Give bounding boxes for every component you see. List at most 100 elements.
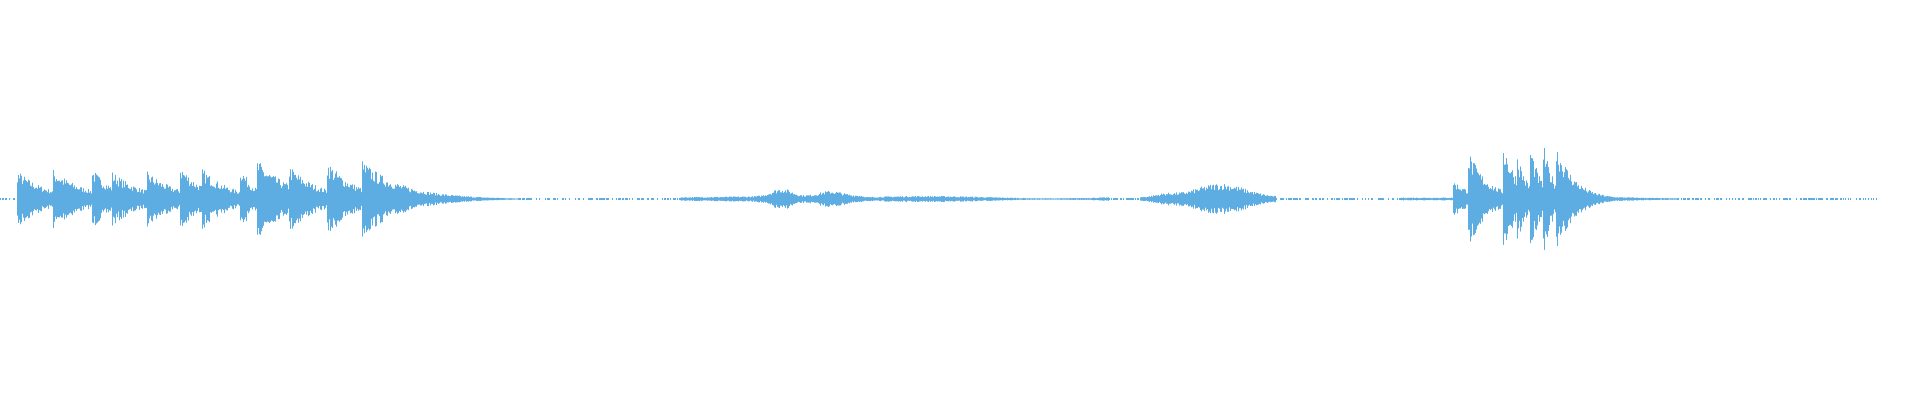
waveform-bar <box>1045 198 1046 200</box>
waveform-bar <box>679 198 680 200</box>
waveform-bar <box>667 198 668 200</box>
waveform-bar <box>135 187 136 211</box>
waveform-bar <box>187 180 188 218</box>
waveform-bar <box>26 181 27 218</box>
waveform-bar <box>252 188 253 210</box>
waveform-bar <box>94 181 95 217</box>
waveform-bar <box>622 198 623 200</box>
waveform-bar <box>1521 171 1522 227</box>
waveform-bar <box>668 198 669 200</box>
waveform-bar <box>304 184 305 214</box>
waveform-bar <box>473 197 474 201</box>
waveform-bar <box>323 191 324 206</box>
waveform-bar <box>569 198 570 200</box>
waveform-bar <box>1787 198 1788 200</box>
waveform-bar <box>1017 197 1018 200</box>
waveform-bar <box>856 195 857 203</box>
waveform-bar <box>591 198 592 200</box>
waveform-bar <box>780 192 781 206</box>
waveform-bar <box>875 197 876 201</box>
waveform-bar <box>98 176 99 222</box>
waveform-bar <box>1417 197 1418 201</box>
waveform-bar <box>1606 196 1607 202</box>
waveform-bar <box>421 192 422 206</box>
waveform-bar <box>1495 187 1496 211</box>
waveform-bar <box>282 186 283 212</box>
waveform-bar <box>399 186 400 211</box>
waveform-bar <box>420 192 421 206</box>
waveform-bar <box>272 177 273 221</box>
waveform-bar <box>1614 197 1615 201</box>
waveform-bar <box>937 196 938 202</box>
waveform-bar <box>397 184 398 214</box>
waveform-bar <box>1671 198 1672 200</box>
waveform-bar <box>877 197 878 201</box>
waveform-bar <box>531 198 532 200</box>
waveform-bar <box>1755 198 1756 200</box>
waveform-bar <box>1617 197 1618 201</box>
waveform-bar <box>1560 163 1561 235</box>
waveform-bar <box>1116 198 1117 200</box>
waveform-bar <box>638 198 639 200</box>
waveform-bar <box>163 186 164 212</box>
waveform-bar <box>1701 198 1702 200</box>
waveform-bar <box>1508 171 1509 227</box>
waveform-bar <box>370 169 371 229</box>
waveform-bar <box>348 186 349 212</box>
waveform-bar <box>1259 194 1260 204</box>
waveform-bar <box>1297 198 1298 200</box>
waveform-bar <box>1708 198 1709 200</box>
waveform-bar <box>1133 198 1134 200</box>
waveform-bar <box>1404 198 1405 200</box>
waveform-bar <box>953 196 954 202</box>
waveform-bar <box>637 198 638 200</box>
waveform-bar <box>311 185 312 213</box>
waveform-bar <box>181 178 182 220</box>
waveform-bar <box>211 185 212 213</box>
waveform-bar <box>1814 198 1815 200</box>
waveform-bar <box>709 197 710 201</box>
waveform-bar <box>214 187 215 211</box>
waveform-bar <box>1352 198 1353 200</box>
waveform-bar <box>1490 187 1491 211</box>
waveform-bar <box>353 188 354 210</box>
waveform-bar <box>144 189 145 209</box>
waveform-bar <box>1420 198 1421 200</box>
waveform-bar <box>106 185 107 213</box>
waveform-bar <box>1654 198 1655 200</box>
waveform-bar <box>448 195 449 203</box>
waveform-bar <box>1209 186 1210 212</box>
waveform-bar <box>1642 198 1643 201</box>
waveform-bar <box>480 197 481 201</box>
waveform-bar <box>697 197 698 201</box>
waveform-bar <box>1592 191 1593 206</box>
waveform-bar <box>745 196 746 202</box>
waveform-bar <box>1742 198 1743 200</box>
waveform-bar <box>714 197 715 202</box>
waveform-bar <box>1294 198 1295 200</box>
waveform-bar <box>365 172 366 226</box>
waveform-bar <box>124 187 125 211</box>
waveform-bar <box>588 198 589 200</box>
waveform-bar <box>1640 198 1641 200</box>
waveform-bar <box>847 194 848 204</box>
waveform-bar <box>1105 197 1106 201</box>
waveform-bar <box>505 198 506 200</box>
waveform-bar <box>1086 198 1087 201</box>
waveform-bar <box>662 198 663 200</box>
waveform-bar <box>1219 189 1220 209</box>
waveform-bar <box>284 184 285 214</box>
waveform-bar <box>1527 182 1528 216</box>
waveform-bar <box>1595 193 1596 205</box>
waveform-bar <box>1661 198 1662 200</box>
waveform-bar <box>1023 197 1024 201</box>
waveform-bar <box>1095 198 1096 200</box>
waveform-bar <box>1230 187 1231 211</box>
waveform-bar <box>411 189 412 210</box>
waveform-bar <box>716 197 717 201</box>
waveform-bar <box>1026 198 1027 200</box>
waveform-bar <box>536 198 537 200</box>
waveform-bar <box>222 189 223 209</box>
waveform-bar <box>356 187 357 211</box>
